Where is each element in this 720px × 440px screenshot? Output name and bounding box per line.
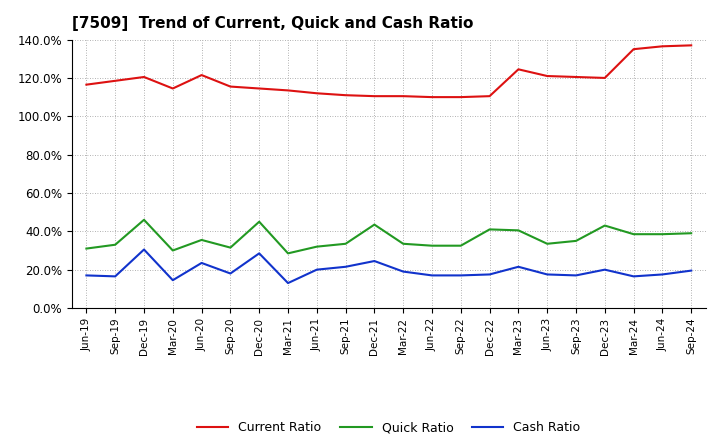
Quick Ratio [485,227,494,232]
Cash Ratio [312,267,321,272]
Quick Ratio [543,241,552,246]
Current Ratio [140,74,148,80]
Current Ratio [687,43,696,48]
Quick Ratio [341,241,350,246]
Current Ratio [168,86,177,91]
Cash Ratio [140,247,148,252]
Cash Ratio [111,274,120,279]
Quick Ratio [600,223,609,228]
Quick Ratio [197,237,206,242]
Current Ratio [485,94,494,99]
Cash Ratio [572,273,580,278]
Current Ratio [312,91,321,96]
Cash Ratio [456,273,465,278]
Current Ratio [226,84,235,89]
Quick Ratio [140,217,148,223]
Current Ratio [111,78,120,84]
Quick Ratio [168,248,177,253]
Cash Ratio [543,272,552,277]
Current Ratio [456,95,465,100]
Cash Ratio [197,260,206,266]
Quick Ratio [687,231,696,236]
Legend: Current Ratio, Quick Ratio, Cash Ratio: Current Ratio, Quick Ratio, Cash Ratio [192,416,585,439]
Quick Ratio [226,245,235,250]
Current Ratio [428,95,436,100]
Text: [7509]  Trend of Current, Quick and Cash Ratio: [7509] Trend of Current, Quick and Cash … [72,16,473,32]
Quick Ratio [572,238,580,244]
Current Ratio [284,88,292,93]
Quick Ratio [284,251,292,256]
Cash Ratio [284,280,292,286]
Cash Ratio [168,278,177,283]
Quick Ratio [255,219,264,224]
Current Ratio [341,92,350,98]
Quick Ratio [312,244,321,249]
Current Ratio [399,94,408,99]
Cash Ratio [341,264,350,269]
Cash Ratio [687,268,696,273]
Cash Ratio [370,258,379,264]
Quick Ratio [82,246,91,251]
Cash Ratio [82,273,91,278]
Line: Cash Ratio: Cash Ratio [86,249,691,283]
Cash Ratio [485,272,494,277]
Quick Ratio [456,243,465,248]
Quick Ratio [370,222,379,227]
Cash Ratio [600,267,609,272]
Current Ratio [543,73,552,79]
Current Ratio [658,44,667,49]
Current Ratio [370,94,379,99]
Quick Ratio [629,231,638,237]
Quick Ratio [399,241,408,246]
Cash Ratio [399,269,408,274]
Quick Ratio [111,242,120,247]
Current Ratio [514,67,523,72]
Quick Ratio [658,231,667,237]
Cash Ratio [226,271,235,276]
Cash Ratio [255,251,264,256]
Quick Ratio [428,243,436,248]
Current Ratio [82,82,91,87]
Current Ratio [600,75,609,81]
Cash Ratio [514,264,523,269]
Current Ratio [629,47,638,52]
Quick Ratio [514,228,523,233]
Current Ratio [197,73,206,78]
Cash Ratio [658,272,667,277]
Current Ratio [572,74,580,80]
Line: Quick Ratio: Quick Ratio [86,220,691,253]
Current Ratio [255,86,264,91]
Cash Ratio [629,274,638,279]
Line: Current Ratio: Current Ratio [86,45,691,97]
Cash Ratio [428,273,436,278]
